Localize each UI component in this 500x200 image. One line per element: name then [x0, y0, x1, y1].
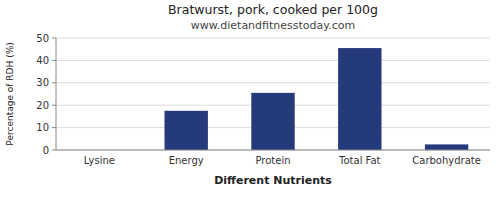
y-tick — [52, 60, 56, 61]
y-tick — [52, 38, 56, 39]
subtitle: www.dietandfitnesstoday.com — [191, 19, 355, 32]
bar — [165, 111, 208, 150]
x-tick-label: Lysine — [84, 155, 115, 166]
y-tick — [52, 150, 56, 151]
y-tick-label: 0 — [43, 145, 49, 156]
y-tick-label: 40 — [36, 55, 49, 66]
x-tick-label: Carbohydrate — [412, 155, 481, 166]
bar — [251, 93, 294, 150]
x-tick-label: Energy — [169, 155, 204, 166]
bar — [425, 144, 468, 150]
x-axis — [56, 150, 490, 151]
grid-line — [56, 82, 490, 83]
grid-line — [56, 60, 490, 61]
x-tick-label: Protein — [255, 155, 290, 166]
y-tick-label: 30 — [36, 77, 49, 88]
y-tick-label: 20 — [36, 100, 49, 111]
chart-container: Bratwurst, pork, cooked per 100g www.diet… — [0, 0, 500, 200]
grid-line — [56, 38, 490, 39]
y-axis-label: Percentage of RDH (%) — [5, 42, 15, 145]
y-tick — [52, 82, 56, 83]
grid — [56, 38, 490, 150]
y-axis — [56, 38, 57, 150]
bar — [338, 48, 381, 150]
background — [0, 0, 500, 200]
y-tick-label: 10 — [36, 122, 49, 133]
y-tick — [52, 105, 56, 106]
y-tick — [52, 127, 56, 128]
y-tick-label: 50 — [36, 33, 49, 44]
bars — [165, 48, 469, 150]
x-axis-label: Different Nutrients — [214, 174, 332, 187]
title: Bratwurst, pork, cooked per 100g — [168, 2, 378, 17]
chart: Bratwurst, pork, cooked per 100g www.diet… — [0, 0, 500, 200]
grid-line — [56, 150, 490, 151]
x-tick-label: Total Fat — [338, 155, 380, 166]
